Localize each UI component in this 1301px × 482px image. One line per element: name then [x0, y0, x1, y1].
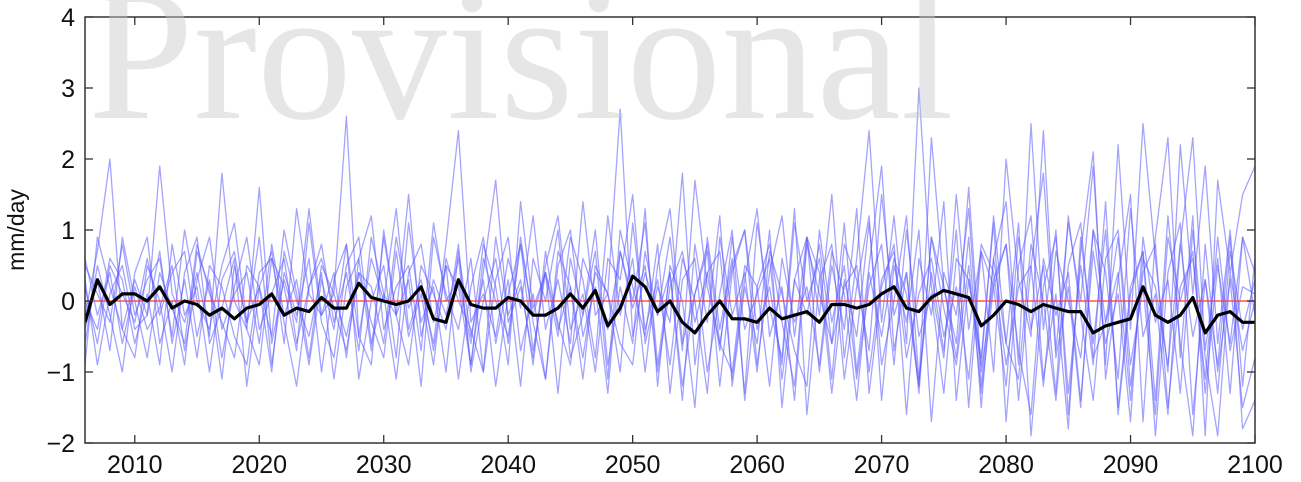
ensemble-member-line [85, 215, 1255, 416]
ensemble-member-line [85, 200, 1255, 437]
x-tick-label: 2100 [1227, 451, 1283, 479]
y-axis-label: mm/day [3, 189, 29, 271]
tick-labels-layer: 2010 2020 2030 2040 2050 2060 2070 2080 2090 2100… [46, 4, 1282, 479]
x-tick-label: 2040 [480, 451, 536, 479]
y-tick-label: 3 [61, 75, 75, 103]
y-tick-label: −1 [46, 359, 75, 387]
y-tick-label: 0 [61, 288, 75, 316]
x-tick-label: 2010 [107, 451, 163, 479]
y-tick-label: 2 [61, 146, 75, 174]
x-tick-label: 2020 [231, 451, 287, 479]
x-tick-label: 2070 [854, 451, 910, 479]
y-tick-label: 4 [61, 4, 75, 32]
y-tick-label: 1 [61, 217, 75, 245]
plot-area [85, 17, 1255, 443]
x-tick-label: 2050 [605, 451, 661, 479]
ensemble-member-line [85, 229, 1255, 402]
ensemble-mean-line [85, 274, 1255, 335]
x-tick-label: 2030 [356, 451, 412, 479]
series-layer [85, 87, 1255, 437]
x-tick-label: 2080 [978, 451, 1034, 479]
watermark: Provisional [88, 0, 954, 160]
plot-frame [84, 16, 1256, 444]
x-tick-label: 2090 [1103, 451, 1159, 479]
x-tick-label: 2060 [729, 451, 785, 479]
y-tick-label: −2 [46, 430, 75, 458]
